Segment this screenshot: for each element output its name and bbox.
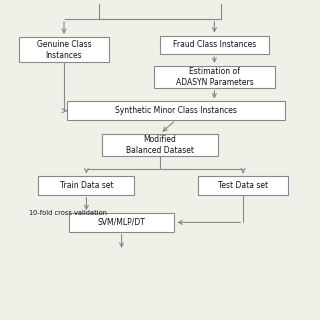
Text: 10-fold cross validation: 10-fold cross validation <box>29 211 107 216</box>
Bar <box>102 134 218 156</box>
Bar <box>67 101 285 120</box>
Text: Fraud Class Instances: Fraud Class Instances <box>173 40 256 49</box>
Text: Test Data set: Test Data set <box>218 181 268 190</box>
Bar <box>38 176 134 195</box>
Text: SVM/MLP/DT: SVM/MLP/DT <box>98 218 146 227</box>
Text: Train Data set: Train Data set <box>60 181 113 190</box>
Text: Synthetic Minor Class Instances: Synthetic Minor Class Instances <box>115 106 237 115</box>
Bar <box>160 36 269 54</box>
Bar <box>154 66 275 88</box>
Text: Estimation of
ADASYN Parameters: Estimation of ADASYN Parameters <box>176 67 253 87</box>
Bar <box>198 176 288 195</box>
Text: Modified
Balanced Dataset: Modified Balanced Dataset <box>126 135 194 155</box>
Bar <box>19 37 109 62</box>
Bar <box>69 213 174 232</box>
Text: Genuine Class
Instances: Genuine Class Instances <box>37 40 91 60</box>
